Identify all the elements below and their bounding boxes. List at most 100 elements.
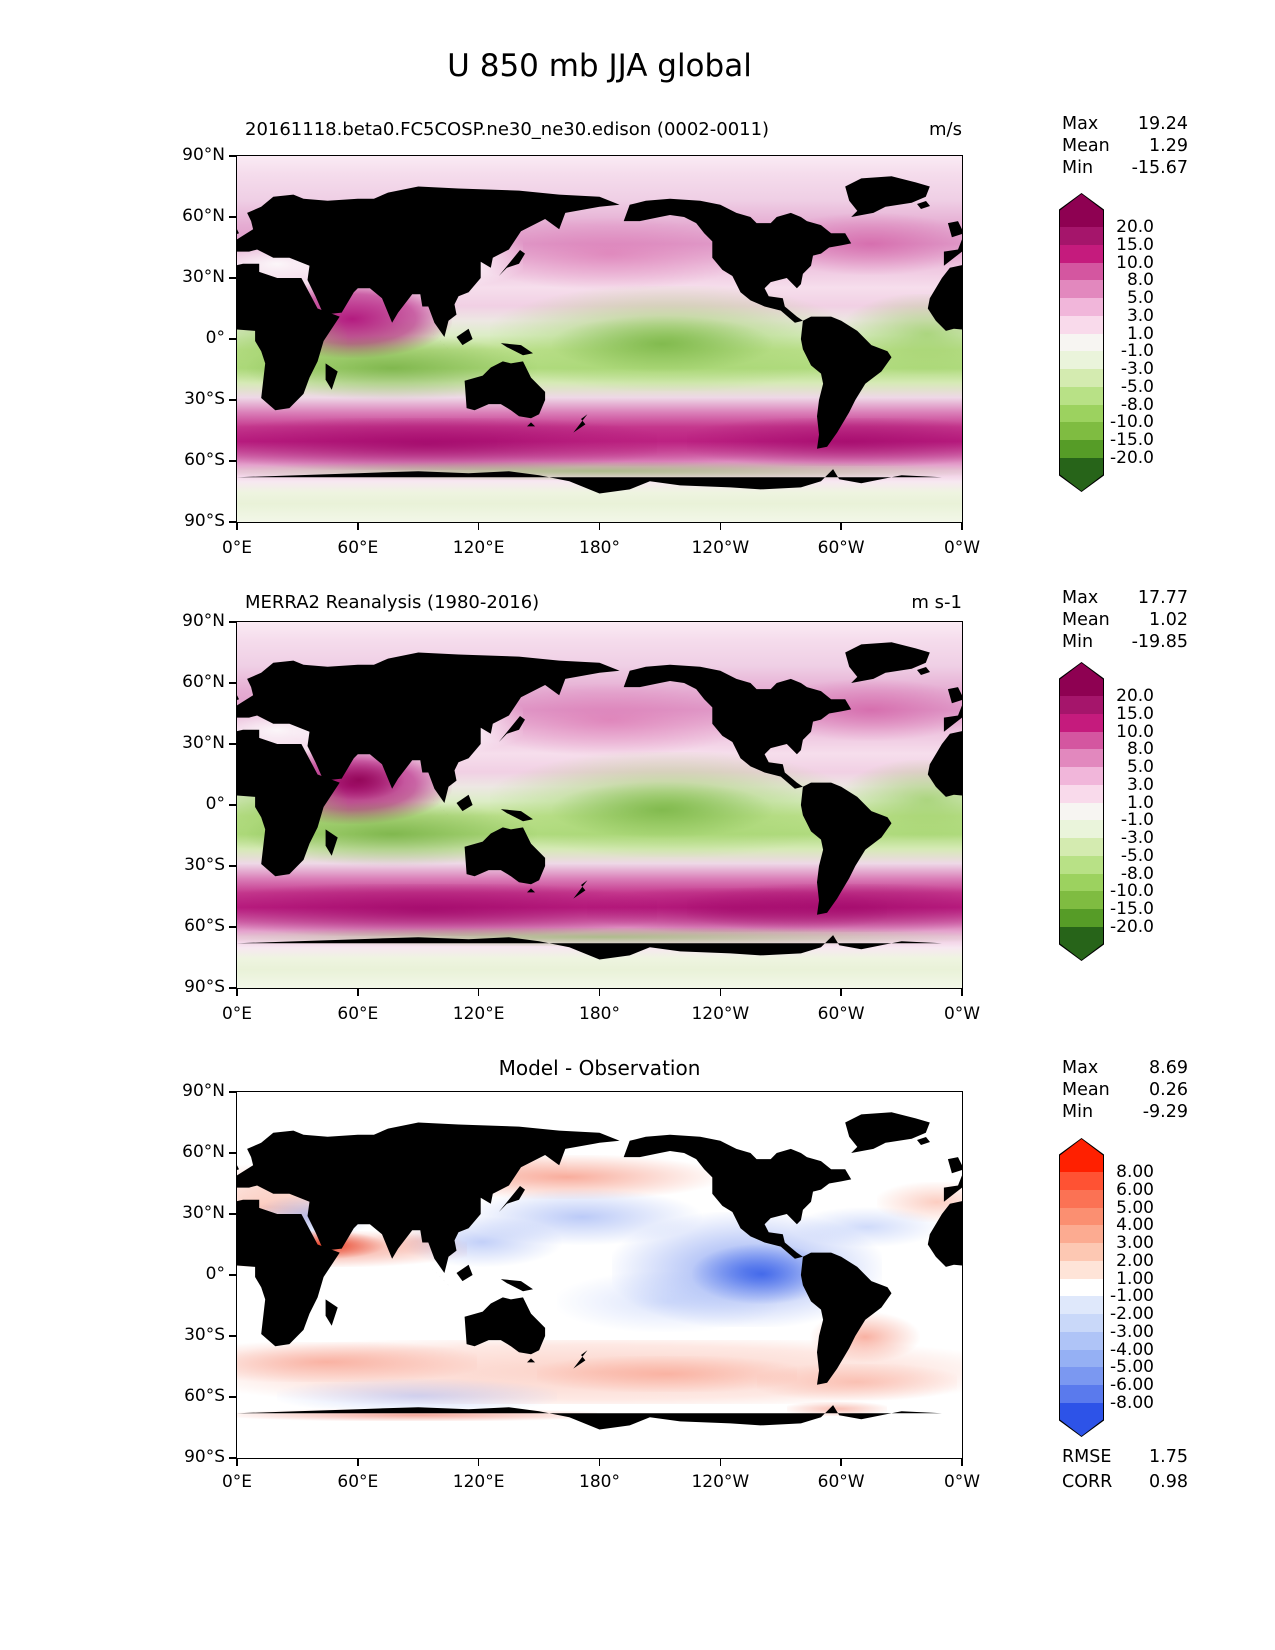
stats-row: Min -15.67 — [1062, 158, 1188, 178]
y-axis-tick — [229, 743, 236, 745]
y-axis-tick-label: 60°N — [182, 206, 225, 226]
colorbar-tick-label: 15.0 — [1116, 703, 1154, 724]
colorbar-segment — [1060, 838, 1103, 856]
x-axis-tick — [236, 1459, 238, 1466]
colorbar-tick-label: -15.0 — [1110, 899, 1154, 920]
y-axis-tick — [229, 682, 236, 684]
stat-value: 1.29 — [1149, 136, 1188, 156]
colorbar — [1059, 662, 1104, 961]
panel1-units: m/s — [929, 119, 962, 140]
y-axis-tick-label: 60°S — [184, 450, 225, 470]
colorbar-segment — [1060, 315, 1103, 334]
y-axis-tick — [229, 1457, 236, 1459]
colorbar-segment — [1060, 749, 1103, 768]
colorbar-tick-label: 5.0 — [1126, 757, 1154, 778]
x-axis-tick-label: 0°W — [943, 1472, 981, 1492]
colorbar-tick-label: 20.0 — [1116, 686, 1154, 706]
y-axis-tick — [229, 399, 236, 401]
colorbar-segment — [1060, 855, 1103, 874]
stat-label: Mean — [1062, 136, 1110, 156]
y-axis-tick-label: 60°N — [182, 1142, 225, 1162]
x-axis-tick-label: 120°W — [691, 1004, 750, 1024]
y-axis-tick — [229, 460, 236, 462]
colorbar-tick-label: 15.0 — [1116, 234, 1154, 255]
panel2-subtitle: MERRA2 Reanalysis (1980-2016) — [245, 592, 540, 613]
coastlines-overlay — [237, 1112, 962, 1430]
colorbar-segment — [1060, 891, 1103, 910]
stats-row: Mean 1.29 — [1062, 136, 1188, 156]
colorbar-segment — [1060, 663, 1103, 696]
colorbar-segment — [1060, 1243, 1103, 1261]
colorbar-tick-label: -1.0 — [1120, 341, 1154, 362]
stats-row: Min -9.29 — [1062, 1102, 1188, 1122]
stat-label: Mean — [1062, 1080, 1110, 1100]
field-blob — [757, 1364, 957, 1400]
colorbar-tick-label: 3.00 — [1116, 1233, 1154, 1254]
colorbar-tick-label: 10.0 — [1116, 721, 1154, 742]
colorbar-tick-label: -1.00 — [1110, 1286, 1154, 1307]
y-axis-tick-label: 90°N — [182, 1081, 225, 1101]
colorbar-tick-label: 8.00 — [1116, 1162, 1154, 1182]
colorbar-segment — [1060, 1139, 1103, 1172]
rmse-row: RMSE 1.75 — [1062, 1447, 1188, 1467]
colorbar-segment — [1060, 1402, 1103, 1436]
field-blob — [552, 782, 772, 838]
colorbar-segment — [1060, 784, 1103, 803]
x-axis-tick — [598, 523, 601, 530]
colorbar-segment — [1060, 820, 1103, 839]
colorbar-segment — [1060, 1278, 1103, 1297]
y-axis-tick-label: 90°S — [184, 977, 225, 997]
colorbar-segment — [1060, 280, 1103, 299]
colorbar-segment — [1060, 369, 1103, 387]
field-blob — [557, 1272, 777, 1332]
y-axis-tick — [229, 155, 236, 157]
x-axis-tick — [840, 1459, 842, 1466]
y-axis-tick — [229, 216, 236, 218]
colorbar-segment — [1060, 227, 1103, 245]
stat-label: CORR — [1062, 1472, 1113, 1492]
colorbar-tick-label: -8.00 — [1110, 1393, 1154, 1413]
colorbar-segment — [1060, 386, 1103, 405]
y-axis-tick — [229, 987, 236, 989]
x-axis-tick-label: 60°E — [337, 1472, 379, 1492]
colorbar-tick-label: -20.0 — [1110, 448, 1154, 468]
corr-row: CORR 0.98 — [1062, 1472, 1188, 1492]
colorbar-tick-label: 5.00 — [1116, 1197, 1154, 1218]
colorbar-segment — [1060, 422, 1103, 441]
wind-field-observation — [237, 622, 962, 988]
x-axis-tick-label: 60°W — [817, 1472, 865, 1492]
stat-label: RMSE — [1062, 1447, 1112, 1467]
y-axis-tick-label: 30°S — [184, 855, 225, 875]
y-axis-tick-label: 30°N — [182, 733, 225, 753]
colorbar-tick-label: -6.00 — [1110, 1375, 1154, 1396]
x-axis-tick — [236, 523, 238, 530]
stat-label: Max — [1062, 114, 1099, 134]
stat-value: 17.77 — [1137, 588, 1188, 608]
y-axis-tick — [229, 1091, 236, 1093]
stat-value: 1.75 — [1149, 1447, 1188, 1467]
colorbar-tick-label: 2.00 — [1116, 1250, 1154, 1271]
x-axis-tick — [961, 989, 963, 996]
colorbar — [1059, 1138, 1104, 1437]
x-axis-tick-label: 120°W — [691, 538, 750, 558]
y-axis-tick — [229, 1152, 236, 1154]
colorbar-segment — [1060, 696, 1103, 714]
colorbar-tick-label: -2.00 — [1110, 1304, 1154, 1325]
x-axis-tick — [961, 1459, 963, 1466]
y-axis-tick — [229, 277, 236, 279]
colorbar-tick-label: 8.0 — [1126, 739, 1154, 760]
y-axis-tick-label: 90°S — [184, 511, 225, 531]
colorbar-tick-label: -15.0 — [1110, 430, 1154, 451]
x-axis-tick — [719, 523, 722, 530]
panel3-title: Model - Observation — [498, 1056, 701, 1080]
colorbar-segment — [1060, 1260, 1103, 1279]
y-axis-tick — [229, 338, 236, 340]
y-axis-tick — [229, 1396, 236, 1398]
colorbar-tick-label: -5.0 — [1120, 845, 1154, 866]
colorbar-segment — [1060, 873, 1103, 892]
colorbar-tick-label: 20.0 — [1116, 217, 1154, 237]
colorbar-tick-label: -5.0 — [1120, 376, 1154, 397]
x-axis-tick-label: 60°E — [337, 538, 379, 558]
colorbar-segment — [1060, 1367, 1103, 1386]
